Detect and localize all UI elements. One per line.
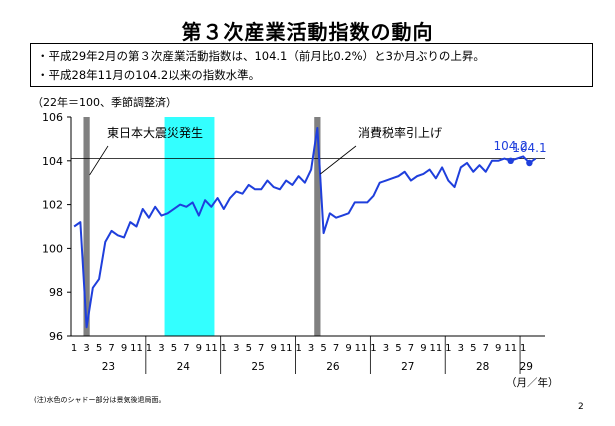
event-label-tax: 消費税率引上げ	[358, 125, 442, 140]
summary-line-2: ・平成28年11月の104.2以来の指数水準。	[37, 68, 261, 82]
page-number: 2	[578, 402, 584, 412]
annotated-point	[507, 157, 514, 164]
x-year-label: 25	[251, 361, 264, 373]
x-month-label: 1	[71, 343, 77, 354]
x-month-label: 9	[345, 343, 351, 354]
x-month-label: 11	[429, 343, 442, 354]
annotated-point	[526, 159, 533, 167]
x-month-label: 11	[280, 343, 293, 354]
x-month-label: 9	[271, 343, 277, 354]
shade-layer	[83, 117, 321, 336]
x-month-label: 9	[196, 343, 202, 354]
y-tick-label: 100	[42, 242, 63, 255]
event-pointer	[320, 145, 357, 175]
x-axis-label: （月／年）	[506, 376, 559, 389]
x-month-label: 11	[205, 343, 218, 354]
x-month-label: 7	[258, 343, 264, 354]
x-year-label: 27	[401, 361, 414, 373]
event-pointer	[89, 145, 109, 176]
x-month-label: 5	[96, 343, 102, 354]
x-month-label: 1	[295, 343, 301, 354]
x-month-label: 9	[121, 343, 127, 354]
x-month-label: 7	[108, 343, 114, 354]
y-tick-label: 96	[49, 330, 63, 343]
data-label: 104.1	[512, 141, 546, 155]
x-month-label: 5	[470, 343, 476, 354]
y-tick-label: 104	[42, 155, 63, 168]
x-month-label: 1	[221, 343, 227, 354]
unit-note: （22年＝100、季節調整済）	[32, 96, 177, 109]
y-tick-label: 106	[42, 111, 63, 124]
x-month-label: 7	[408, 343, 414, 354]
x-year-label: 28	[476, 361, 489, 373]
x-month-label: 5	[171, 343, 177, 354]
x-year-label: 23	[102, 361, 115, 373]
x-month-label: 11	[504, 343, 517, 354]
x-month-label: 5	[395, 343, 401, 354]
footnote: (注)水色のシャドー部分は景気後退局面。	[34, 396, 166, 404]
summary-box: ・平成29年2月の第３次産業活動指数は、104.1（前月比0.2%）と3か月ぶり…	[30, 43, 593, 87]
x-month-label: 3	[158, 343, 164, 354]
x-month-label: 7	[333, 343, 339, 354]
x-month-label: 1	[445, 343, 451, 354]
y-tick-label: 102	[42, 199, 63, 212]
y-tick-label: 98	[49, 286, 63, 299]
x-month-label: 1	[520, 343, 526, 354]
x-year-label: 26	[326, 361, 340, 373]
x-month-label: 11	[130, 343, 143, 354]
summary-line-1: ・平成29年2月の第３次産業活動指数は、104.1（前月比0.2%）と3か月ぶり…	[37, 49, 485, 63]
x-month-label: 7	[183, 343, 189, 354]
event-bar	[314, 117, 321, 336]
x-month-label: 5	[320, 343, 326, 354]
page-title: 第３次産業活動指数の動向	[181, 20, 434, 44]
x-month-label: 3	[83, 343, 89, 354]
x-month-label: 3	[383, 343, 389, 354]
x-month-label: 11	[355, 343, 368, 354]
x-year-label: 29	[520, 361, 533, 373]
x-month-label: 3	[233, 343, 239, 354]
data-label: 104.2	[494, 139, 528, 153]
x-year-label: 24	[177, 361, 191, 373]
x-month-label: 1	[146, 343, 152, 354]
series-layer	[73, 126, 537, 329]
x-month-label: 1	[370, 343, 376, 354]
recession-shade	[164, 117, 215, 336]
x-month-label: 7	[483, 343, 489, 354]
x-month-label: 3	[458, 343, 464, 354]
x-month-label: 5	[246, 343, 252, 354]
x-month-label: 9	[420, 343, 426, 354]
event-bar	[83, 117, 90, 336]
x-month-label: 9	[495, 343, 501, 354]
series-line	[73, 126, 537, 329]
x-month-label: 3	[308, 343, 314, 354]
event-label-earthquake: 東日本大震災発生	[107, 126, 203, 140]
